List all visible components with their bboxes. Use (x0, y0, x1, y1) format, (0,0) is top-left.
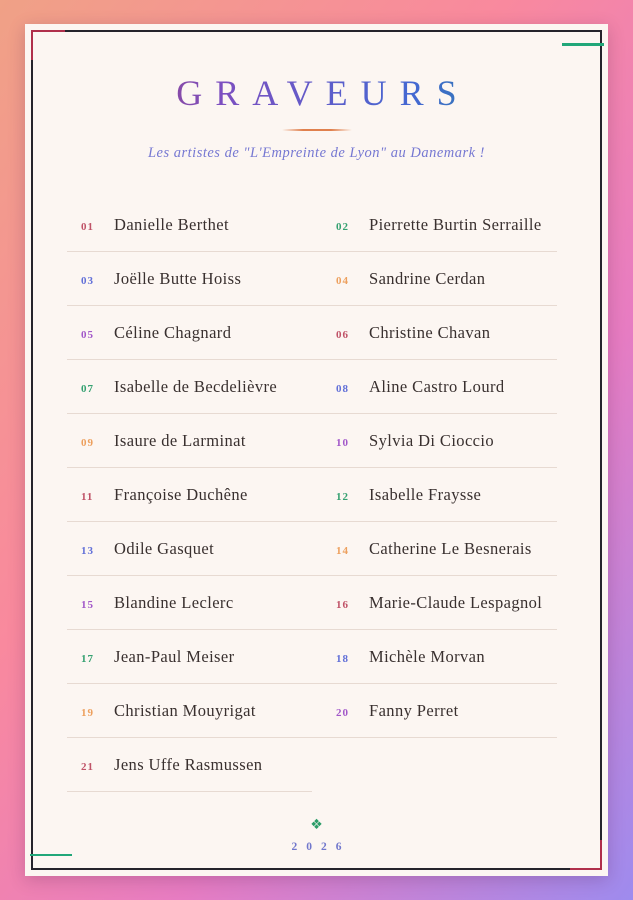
artist-entry: 11 Françoise Duchêne (67, 468, 312, 521)
crossing-line-top-right (562, 43, 604, 46)
artist-number: 15 (81, 598, 94, 611)
artist-name: Isaure de Larminat (114, 430, 246, 450)
artist-entry: 05 Céline Chagnard (67, 306, 312, 359)
artist-number: 04 (336, 274, 349, 287)
list-row: 09 Isaure de Larminat 10 Sylvia Di Cioccio (67, 414, 557, 468)
artist-number: 16 (336, 598, 349, 611)
page-title: GRAVEURS (25, 24, 608, 114)
artist-name: Françoise Duchêne (114, 484, 248, 504)
artist-number: 14 (336, 544, 349, 557)
artist-number: 17 (81, 652, 94, 665)
artist-name: Pierrette Burtin Serraille (369, 214, 542, 234)
list-row: 11 Françoise Duchêne 12 Isabelle Fraysse (67, 468, 557, 522)
artist-name: Sylvia Di Cioccio (369, 430, 495, 450)
corner-accent-top-left-horizontal (31, 30, 65, 32)
artist-number: 07 (81, 382, 94, 395)
artist-entry: 07 Isabelle de Becdelièvre (67, 360, 312, 413)
artist-entry: 01 Danielle Berthet (67, 198, 312, 251)
poster-card: GRAVEURS Les artistes de "L'Empreinte de… (25, 24, 608, 876)
artist-entry: 20 Fanny Perret (312, 684, 557, 737)
page-subtitle: Les artistes de "L'Empreinte de Lyon" au… (147, 145, 486, 161)
artist-number: 01 (81, 220, 94, 233)
crossing-line-bottom-left (30, 853, 72, 856)
list-row: 17 Jean-Paul Meiser 18 Michèle Morvan (67, 630, 557, 684)
artist-entry: 21 Jens Uffe Rasmussen (67, 738, 312, 792)
artist-entry: 16 Marie-Claude Lespagnol (312, 576, 557, 629)
artist-entry: 04 Sandrine Cerdan (312, 252, 557, 305)
artist-name: Christine Chavan (369, 322, 491, 342)
artist-number: 11 (81, 490, 94, 503)
artist-name: Blandine Leclerc (114, 592, 234, 612)
artist-entry: 17 Jean-Paul Meiser (67, 630, 312, 683)
artist-entry: 02 Pierrette Burtin Serraille (312, 198, 557, 251)
title-divider (281, 129, 352, 131)
list-row: 01 Danielle Berthet 02 Pierrette Burtin Ser… (67, 198, 557, 252)
corner-accent-bottom-right-horizontal (570, 868, 602, 870)
artist-entry: 10 Sylvia Di Cioccio (312, 414, 557, 467)
artist-entry: 13 Odile Gasquet (67, 522, 312, 575)
artist-number: 21 (81, 760, 94, 773)
artist-entry: 03 Joëlle Butte Hoiss (67, 252, 312, 305)
artist-entry: 18 Michèle Morvan (312, 630, 557, 683)
list-row: 15 Blandine Leclerc 16 Marie-Claude Lespagn… (67, 576, 557, 630)
corner-accent-bottom-right-vertical (600, 840, 602, 870)
artist-number: 12 (336, 490, 349, 503)
list-row: 13 Odile Gasquet 14 Catherine Le Besnerais (67, 522, 557, 576)
artist-number: 02 (336, 220, 349, 233)
clover-diamond-icon: ❖ (310, 817, 323, 833)
artist-entry: 19 Christian Mouyrigat (67, 684, 312, 737)
artist-name: Céline Chagnard (114, 322, 232, 342)
list-row: 19 Christian Mouyrigat 20 Fanny Perret (67, 684, 557, 738)
artist-list: 01 Danielle Berthet 02 Pierrette Burtin Ser… (67, 198, 557, 792)
artist-name: Isabelle de Becdelièvre (114, 376, 278, 396)
artist-number: 06 (336, 328, 349, 341)
artist-name: Sandrine Cerdan (369, 268, 486, 288)
artist-entry: 06 Christine Chavan (312, 306, 557, 359)
artist-entry: 12 Isabelle Fraysse (312, 468, 557, 521)
artist-name: Michèle Morvan (369, 646, 486, 666)
artist-name: Jean-Paul Meiser (114, 646, 235, 666)
corner-accent-top-left-vertical (31, 30, 33, 60)
artist-number: 03 (81, 274, 94, 287)
artist-name: Marie-Claude Lespagnol (369, 592, 543, 612)
list-row: 05 Céline Chagnard 06 Christine Chavan (67, 306, 557, 360)
artist-name: Isabelle Fraysse (369, 484, 482, 504)
artist-entry: 14 Catherine Le Besnerais (312, 522, 557, 575)
list-row: 21 Jens Uffe Rasmussen (67, 738, 557, 792)
artist-name: Joëlle Butte Hoiss (114, 268, 242, 288)
artist-number: 18 (336, 652, 349, 665)
artist-number: 08 (336, 382, 349, 395)
artist-number: 10 (336, 436, 349, 449)
artist-name: Christian Mouyrigat (114, 700, 256, 720)
artist-name: Danielle Berthet (114, 214, 229, 234)
year-label: 2026 (291, 841, 351, 853)
artist-name: Aline Castro Lourd (369, 376, 505, 396)
artist-number: 20 (336, 706, 349, 719)
artist-entry: 09 Isaure de Larminat (67, 414, 312, 467)
artist-entry: 08 Aline Castro Lourd (312, 360, 557, 413)
artist-name: Fanny Perret (369, 700, 459, 720)
artist-name: Jens Uffe Rasmussen (114, 754, 263, 774)
artist-number: 09 (81, 436, 94, 449)
artist-name: Catherine Le Besnerais (369, 538, 532, 558)
artist-name: Odile Gasquet (114, 538, 215, 558)
artist-number: 05 (81, 328, 94, 341)
artist-number: 13 (81, 544, 94, 557)
artist-number: 19 (81, 706, 94, 719)
list-row: 07 Isabelle de Becdelièvre 08 Aline Castro … (67, 360, 557, 414)
artist-entry: 15 Blandine Leclerc (67, 576, 312, 629)
list-row: 03 Joëlle Butte Hoiss 04 Sandrine Cerdan (67, 252, 557, 306)
